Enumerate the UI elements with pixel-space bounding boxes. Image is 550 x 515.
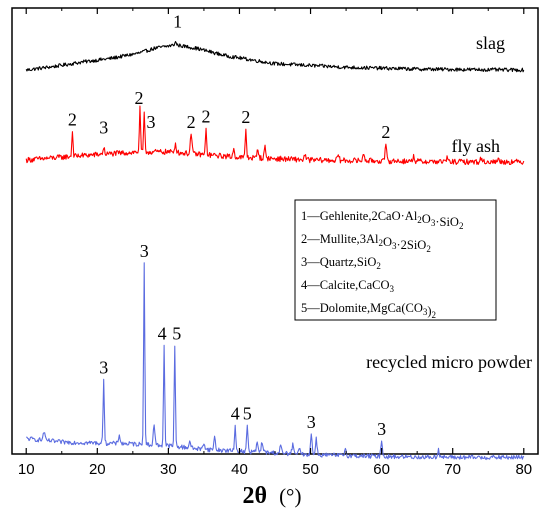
legend-subscript: 2 (417, 215, 422, 225)
legend-subscript: 3 (431, 218, 436, 228)
x-axis-symbol: 2θ (243, 483, 268, 509)
legend-entry: 3—Quartz,SiO2 (301, 255, 381, 271)
legend-subscript: 2 (432, 310, 437, 320)
peak-label: 2 (202, 106, 211, 126)
legend-formula-part: O (422, 212, 431, 226)
peak-label: 2 (381, 122, 390, 142)
series-label: slag (476, 33, 505, 53)
legend-dash: — (306, 301, 320, 315)
legend-formula-part: 3Al (360, 232, 379, 246)
peak-label: 2 (187, 112, 196, 132)
peak-label: 4 (231, 403, 240, 423)
legend-mineral-name: Mullite, (320, 232, 360, 246)
legend-entry: 1—Gehlenite,2CaO·Al2O3·SiO2 (301, 209, 463, 231)
peak-label: 1 (173, 12, 182, 32)
peak-label: 2 (68, 110, 77, 130)
legend-number: 1 (301, 209, 307, 223)
legend-mineral-name: Gehlenite, (320, 209, 372, 223)
peak-label: 3 (147, 112, 156, 132)
x-tick-label: 20 (89, 461, 106, 478)
series-label: recycled micro powder (366, 352, 532, 372)
legend-subscript: 2 (459, 221, 464, 231)
x-tick-label: 50 (302, 461, 319, 478)
legend-entry: 5—Dolomite,MgCa(CO3)2 (301, 301, 436, 320)
legend-mineral-name: Calcite, (320, 278, 359, 292)
x-axis-unit: (°) (279, 484, 301, 508)
peak-label: 5 (172, 323, 181, 343)
legend-formula-part: ·SiO (435, 215, 459, 229)
peak-label: 3 (99, 357, 108, 377)
peak-label: 3 (377, 419, 386, 439)
legend-subscript: 2 (426, 244, 431, 254)
legend-formula-part: O (383, 235, 392, 249)
x-axis-title: 2θ (°) (243, 483, 302, 509)
peak-label: 3 (140, 241, 149, 261)
series-layer (25, 41, 525, 461)
x-tick-label: 10 (18, 461, 35, 478)
legend-subscript: 2 (378, 238, 383, 248)
legend-number: 2 (301, 232, 307, 246)
legend-mineral-name: Dolomite, (320, 301, 370, 315)
legend-number: 4 (301, 278, 308, 292)
legend-dash: — (306, 232, 320, 246)
peak-label: 3 (307, 412, 316, 432)
legend-dash: — (306, 209, 320, 223)
series-line-recycled-micro-powder (26, 262, 525, 461)
peak-label: 2 (241, 107, 250, 127)
x-tick-label: 30 (160, 461, 177, 478)
x-tick-label: 70 (444, 461, 461, 478)
legend-formula-part: SiO (357, 255, 376, 269)
legend-dash: — (306, 255, 320, 269)
legend-formula-part: ·2SiO (396, 238, 426, 252)
legend-subscript: 3 (392, 241, 397, 251)
legend-mineral-name: Quartz, (320, 255, 357, 269)
legend: 1—Gehlenite,2CaO·Al2O3·SiO22—Mullite,3Al… (294, 199, 497, 321)
legend-formula-part: ) (427, 304, 431, 318)
x-tick-label: 80 (515, 461, 532, 478)
peak-label: 2 (134, 88, 143, 108)
series-line-slag (25, 41, 525, 73)
peak-label: 4 (158, 323, 167, 343)
series-label: fly ash (452, 136, 501, 156)
legend-subscript: 3 (390, 284, 395, 294)
series-line-fly-ash (25, 105, 525, 166)
legend-dash: — (306, 278, 320, 292)
legend-entry: 4—Calcite,CaCO3 (301, 278, 395, 294)
legend-number: 3 (301, 255, 307, 269)
peak-label: 3 (99, 118, 108, 138)
legend-subscript: 2 (376, 261, 381, 271)
legend-formula-part: 2CaO·Al (371, 209, 417, 223)
legend-entry: 2—Mullite,3Al2O3·2SiO2 (301, 232, 431, 254)
legend-subscript: 3 (423, 307, 428, 317)
peak-label: 5 (243, 403, 252, 423)
legend-formula-part: MgCa(CO (370, 301, 423, 315)
x-tick-label: 40 (231, 461, 248, 478)
legend-formula-part: CaCO (358, 278, 389, 292)
legend-number: 5 (301, 301, 307, 315)
legend-box (294, 199, 497, 321)
ticks-layer: 10 20 30 40 50 60 70 80 (18, 8, 532, 478)
x-tick-label: 60 (373, 461, 390, 478)
